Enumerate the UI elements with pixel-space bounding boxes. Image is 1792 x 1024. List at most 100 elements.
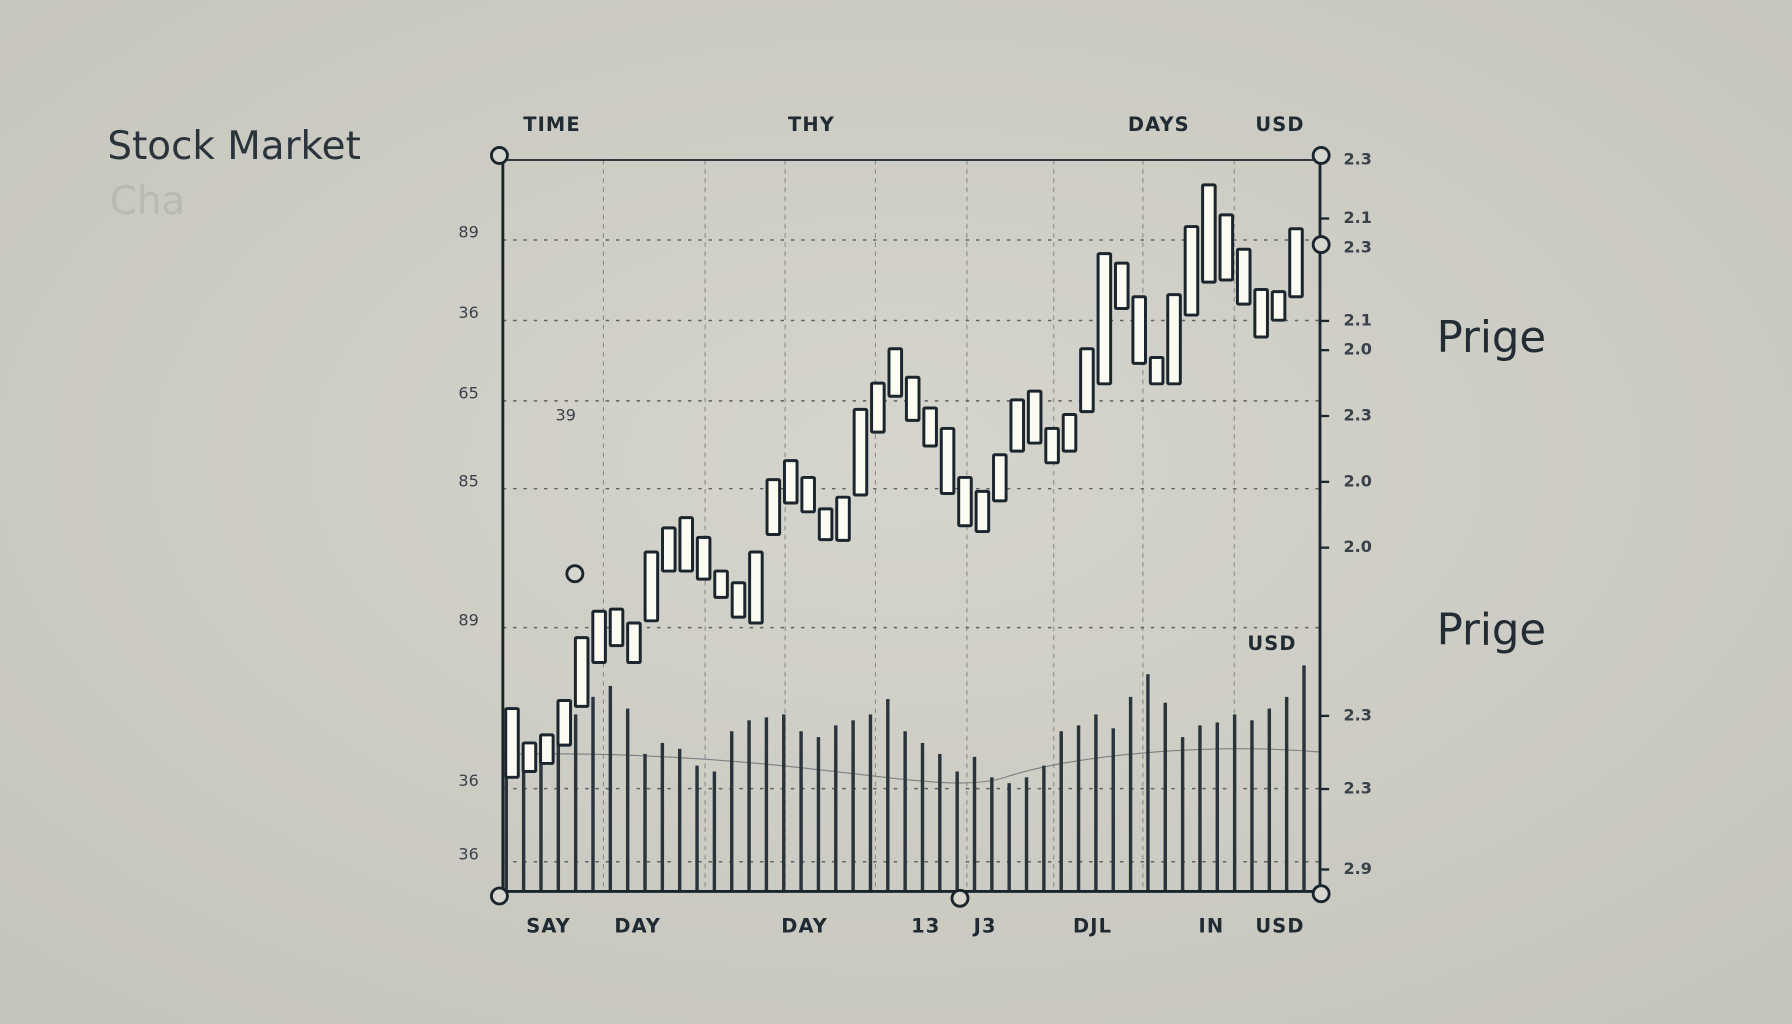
volume-bar xyxy=(573,714,578,892)
candle-body xyxy=(1131,295,1147,365)
y-tick-label: 89 xyxy=(458,610,478,629)
volume-bar xyxy=(886,699,890,892)
volume-label: USD xyxy=(1247,632,1296,655)
y2-tick-label: 2.0 xyxy=(1344,340,1372,359)
volume-bar xyxy=(1146,674,1150,892)
y2-tick-label: 2.0 xyxy=(1344,537,1372,556)
y2-tick-label: 2.3 xyxy=(1344,149,1372,168)
volume-bar xyxy=(504,748,508,892)
volume-bar xyxy=(556,731,561,892)
candle-body xyxy=(1253,287,1269,339)
y2-tick-label: 2.1 xyxy=(1344,310,1372,329)
y-tick-label: 36 xyxy=(458,771,478,790)
candle-body xyxy=(1270,290,1287,322)
volume-bar xyxy=(1302,665,1306,892)
candle-body xyxy=(974,489,991,534)
volume-bar xyxy=(903,731,907,892)
y2-tick-label: 2.3 xyxy=(1344,779,1372,798)
candle-body xyxy=(1009,398,1026,453)
bottom-label: DAY xyxy=(614,914,661,937)
y-tick-label: 36 xyxy=(458,844,478,863)
volume-bar xyxy=(1094,714,1098,892)
bottom-label: DAY xyxy=(781,914,828,937)
volume-bar xyxy=(1076,725,1081,892)
candle-body xyxy=(1114,261,1130,310)
volume-bar xyxy=(990,777,994,892)
volume-bar xyxy=(972,756,977,892)
volume-bar xyxy=(1267,708,1272,892)
candle-body xyxy=(539,733,555,765)
axis-node xyxy=(565,564,585,584)
volume-bar xyxy=(1198,725,1202,892)
bottom-label: USD xyxy=(1255,914,1304,937)
volume-bar xyxy=(1232,714,1237,892)
candle-body xyxy=(626,621,642,664)
volume-bar xyxy=(1284,696,1289,892)
candle-body xyxy=(695,535,712,581)
volume-bar xyxy=(1180,737,1185,892)
candle-body xyxy=(748,550,764,625)
y2-tick-label: 2.9 xyxy=(1344,859,1372,878)
volume-bar xyxy=(1007,783,1011,892)
volume-bar xyxy=(695,765,699,892)
candle-body xyxy=(730,581,747,619)
volume-bar xyxy=(677,748,682,892)
volume-bar xyxy=(851,720,855,892)
volume-bar xyxy=(799,731,803,892)
y2-tick-label: 2.1 xyxy=(1344,208,1372,227)
volume-bar xyxy=(816,737,821,892)
top-label: THY xyxy=(788,113,835,136)
candle-body xyxy=(939,426,956,496)
side-label: Prige xyxy=(1437,606,1547,656)
volume-bar xyxy=(712,771,717,892)
candle-body xyxy=(591,609,607,664)
candle-body xyxy=(1044,426,1060,465)
top-label: USD xyxy=(1255,113,1304,136)
candle-body xyxy=(1218,213,1235,282)
axis-node xyxy=(1311,146,1331,165)
volume-bar xyxy=(938,753,942,892)
axis-node xyxy=(489,886,509,906)
inner-label: 39 xyxy=(556,406,576,425)
candle-body xyxy=(870,381,886,434)
candle-body xyxy=(800,475,816,514)
candle-body xyxy=(922,406,938,448)
candle-body xyxy=(1201,183,1217,284)
chart-subtitle: Cha xyxy=(110,179,186,224)
candle-body xyxy=(1183,225,1200,317)
axis-node xyxy=(1311,884,1331,904)
volume-bar xyxy=(539,753,543,892)
candle-body xyxy=(1079,347,1095,414)
y-tick-label: 65 xyxy=(458,384,478,403)
volume-bar xyxy=(608,685,613,892)
candle-body xyxy=(1288,227,1304,299)
candle-body xyxy=(521,741,538,773)
chart-title: Stock Market xyxy=(107,124,360,169)
volume-bar xyxy=(1042,765,1046,892)
y-tick-label: 85 xyxy=(458,471,478,490)
top-label: DAYS xyxy=(1128,113,1190,136)
volume-bar xyxy=(660,742,665,892)
candle-body xyxy=(1235,247,1252,306)
axis-node xyxy=(1311,235,1331,254)
y-tick-label: 89 xyxy=(458,223,478,242)
bottom-label: IN xyxy=(1199,914,1225,937)
axis-node xyxy=(489,146,509,165)
volume-bar xyxy=(730,731,734,892)
bottom-label: SAY xyxy=(526,914,571,937)
y2-tick-label: 2.0 xyxy=(1344,471,1372,490)
candle-body xyxy=(904,375,921,422)
volume-bar xyxy=(1215,722,1220,892)
bottom-label: J3 xyxy=(972,914,997,937)
candle-body xyxy=(817,507,834,542)
volume-bar xyxy=(1163,702,1167,892)
candle-body xyxy=(678,516,694,573)
candle-body xyxy=(887,347,904,398)
candle-body xyxy=(643,550,660,623)
volume-bar xyxy=(834,725,838,892)
top-label: TIME xyxy=(523,113,581,136)
candle-body xyxy=(852,407,869,497)
bottom-label: 13 xyxy=(911,914,940,937)
